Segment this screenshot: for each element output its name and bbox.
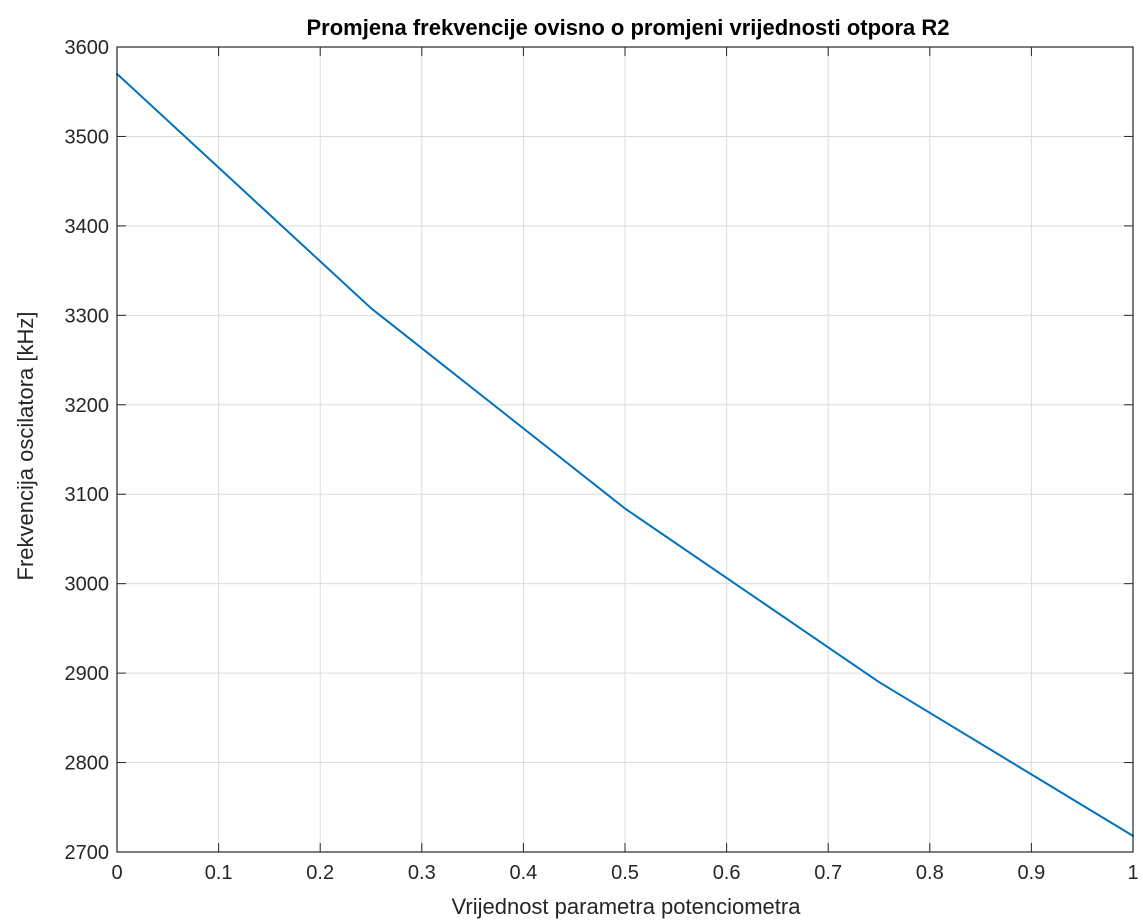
x-tick-label: 0.3 bbox=[408, 862, 436, 884]
x-tick-label: 0.9 bbox=[1017, 862, 1045, 884]
x-tick-label: 0.4 bbox=[509, 862, 537, 884]
y-tick-label: 3100 bbox=[65, 484, 110, 506]
y-tick-label: 3000 bbox=[65, 574, 110, 596]
y-tick-label: 3600 bbox=[65, 37, 110, 59]
ticks: 0 0.1 0.2 0.3 0.4 0.5 0.6 0.7 0.8 0.9 1 2700 2800 290… bbox=[65, 37, 1139, 884]
y-tick-label: 2900 bbox=[65, 663, 110, 685]
y-tick-label: 3200 bbox=[65, 395, 110, 417]
chart-title: Promjena frekvencije ovisno o promjeni v… bbox=[306, 15, 949, 40]
x-tick-label: 0 bbox=[111, 862, 122, 884]
x-tick-label: 1 bbox=[1127, 862, 1138, 884]
y-tick-label: 3500 bbox=[65, 126, 110, 148]
y-tick-label: 2800 bbox=[65, 753, 110, 775]
y-tick-label: 3300 bbox=[65, 305, 110, 327]
y-tick-label: 2700 bbox=[65, 842, 110, 864]
y-axis-label: Frekvencija oscilatora [kHz] bbox=[13, 312, 38, 581]
x-tick-label: 0.7 bbox=[814, 862, 842, 884]
y-tick-label: 3400 bbox=[65, 216, 110, 238]
x-tick-label: 0.1 bbox=[205, 862, 233, 884]
x-tick-label: 0.2 bbox=[306, 862, 334, 884]
grid bbox=[117, 47, 1133, 852]
plot-area bbox=[116, 72, 1134, 837]
x-tick-label: 0.5 bbox=[611, 862, 639, 884]
x-tick-label: 0.8 bbox=[916, 862, 944, 884]
x-tick-label: 0.6 bbox=[713, 862, 741, 884]
series-line bbox=[116, 72, 1134, 837]
x-axis-label: Vrijednost parametra potenciometra bbox=[452, 894, 802, 919]
